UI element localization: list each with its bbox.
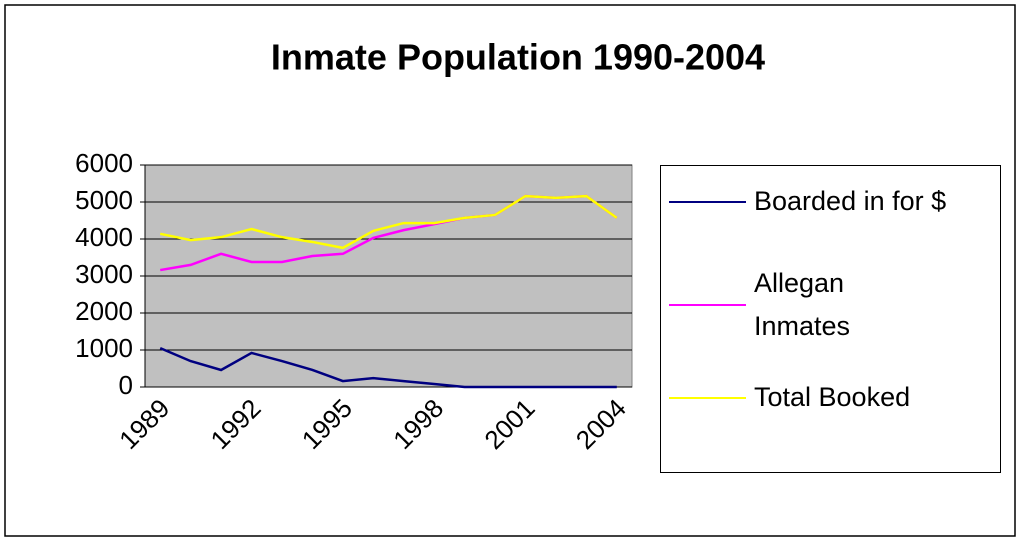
y-tick-label: 5000: [75, 185, 133, 215]
legend-item: Allegan Inmates: [669, 262, 904, 348]
y-tick-label: 1000: [75, 333, 133, 363]
legend-swatch: [669, 396, 746, 399]
y-tick-label: 4000: [75, 222, 133, 252]
legend-swatch: [669, 200, 746, 203]
y-tick-label: 2000: [75, 296, 133, 326]
legend-item: Total Booked: [669, 376, 1004, 419]
legend-label: Allegan Inmates: [754, 268, 851, 341]
y-tick-label: 6000: [75, 148, 133, 178]
y-tick-label: 3000: [75, 259, 133, 289]
chart-title: Inmate Population 1990-2004: [271, 37, 765, 78]
y-tick-label: 0: [119, 370, 133, 400]
legend-swatch: [669, 304, 746, 306]
legend-label: Total Booked: [754, 382, 911, 412]
legend-label: Boarded in for $: [754, 186, 947, 216]
series-line: [159, 194, 618, 250]
legend: Boarded in for $ Allegan Inmates Total Boo…: [660, 165, 1001, 473]
series-line: [159, 346, 617, 389]
legend-item: Boarded in for $: [669, 180, 1004, 223]
